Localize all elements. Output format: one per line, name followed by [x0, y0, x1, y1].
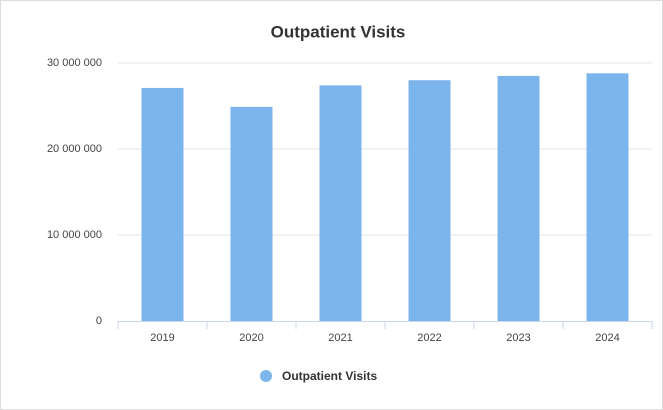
y-tick-label: 20 000 000	[47, 143, 102, 155]
x-tick-label: 2024	[595, 332, 619, 344]
bar	[319, 85, 362, 321]
bar	[141, 87, 184, 321]
x-tick-label: 2022	[417, 332, 441, 344]
bar	[408, 80, 451, 321]
x-tick-label: 2020	[239, 332, 263, 344]
chart-title: Outpatient Visits	[271, 22, 406, 41]
bar	[497, 75, 540, 322]
y-tick-label: 30 000 000	[47, 57, 102, 69]
bar	[586, 73, 629, 321]
legend-symbol	[260, 370, 272, 382]
y-tick-label: 10 000 000	[47, 229, 102, 241]
x-tick-label: 2023	[506, 332, 530, 344]
y-tick-label: 0	[96, 315, 102, 327]
bar	[230, 106, 273, 321]
x-tick-label: 2019	[150, 332, 174, 344]
x-tick-label: 2021	[328, 332, 352, 344]
legend-label: Outpatient Visits	[282, 369, 377, 383]
